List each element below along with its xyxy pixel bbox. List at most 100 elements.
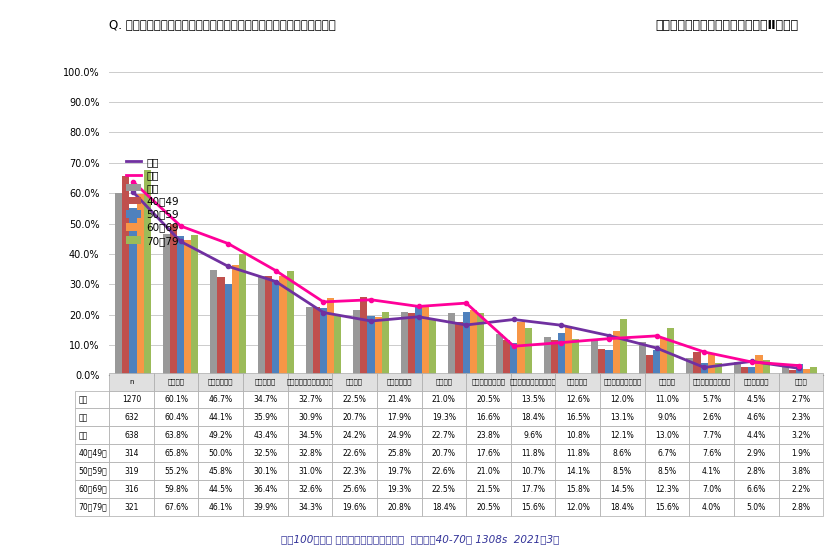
Bar [423, 307, 429, 375]
Bar [686, 358, 694, 375]
Bar [789, 370, 795, 375]
Bar [163, 233, 170, 375]
女性 [795, 362, 805, 369]
Bar [660, 338, 667, 375]
男性 [176, 238, 186, 245]
女性 [604, 335, 614, 342]
Bar [306, 307, 312, 375]
Bar [517, 322, 524, 375]
女性 [556, 339, 566, 346]
Bar [415, 307, 423, 375]
Bar [429, 320, 437, 375]
Bar [810, 367, 817, 375]
Bar [667, 328, 675, 375]
Bar [795, 364, 803, 375]
Text: Q. 新型コロナウィルス終息後は何をやりたいですか。（いくつでも）: Q. 新型コロナウィルス終息後は何をやりたいですか。（いくつでも） [109, 19, 336, 33]
男性 [366, 318, 376, 325]
Bar [734, 362, 741, 375]
Bar [496, 335, 503, 375]
男性 [461, 322, 471, 328]
男性 [509, 316, 519, 323]
Bar [408, 312, 415, 375]
Bar [353, 310, 360, 375]
Bar [694, 352, 701, 375]
Bar [312, 307, 320, 375]
Bar [558, 332, 565, 375]
Bar [638, 342, 646, 375]
男性 [223, 263, 234, 270]
女性 [699, 349, 709, 355]
Bar [510, 343, 517, 375]
Bar [646, 355, 653, 375]
Bar [184, 240, 192, 375]
男性 [556, 322, 566, 328]
女性 [413, 303, 423, 310]
Bar [715, 363, 722, 375]
Bar [701, 363, 708, 375]
Bar [144, 170, 151, 375]
Bar [360, 297, 367, 375]
Bar [755, 355, 763, 375]
Bar [763, 360, 769, 375]
Bar [129, 208, 137, 375]
女性 [509, 343, 519, 349]
Bar [524, 328, 532, 375]
Bar [334, 316, 341, 375]
男性 [699, 364, 709, 371]
Bar [503, 339, 510, 375]
Line: 女性: 女性 [131, 179, 801, 368]
女性 [270, 267, 281, 274]
女性 [461, 300, 471, 306]
Bar [367, 316, 375, 375]
男性 [128, 189, 138, 195]
Bar [620, 320, 627, 375]
女性 [128, 178, 138, 185]
Bar [123, 176, 129, 375]
Text: （未来ビジョン研究所」レポートⅡ再掲）: （未来ビジョン研究所」レポートⅡ再掲） [655, 19, 798, 33]
Bar [708, 354, 715, 375]
Bar [224, 284, 232, 375]
女性 [318, 299, 328, 305]
女性 [223, 240, 234, 247]
Bar [803, 369, 810, 375]
男性 [747, 358, 757, 365]
女性 [652, 332, 662, 339]
Bar [272, 281, 280, 375]
Bar [653, 349, 660, 375]
Bar [551, 339, 558, 375]
男性 [318, 309, 328, 316]
Bar [258, 276, 265, 375]
Bar [286, 271, 294, 375]
Bar [232, 265, 239, 375]
Bar [210, 270, 218, 375]
Bar [401, 311, 408, 375]
Bar [781, 367, 789, 375]
Bar [606, 349, 612, 375]
Bar [543, 337, 551, 375]
Bar [177, 236, 184, 375]
Bar [477, 313, 484, 375]
Bar [137, 194, 144, 375]
Bar [192, 235, 198, 375]
女性 [176, 222, 186, 229]
Bar [463, 311, 470, 375]
女性 [366, 296, 376, 303]
Bar [591, 339, 598, 375]
男性 [413, 314, 423, 320]
Bar [320, 307, 327, 375]
Bar [265, 276, 272, 375]
Bar [449, 313, 455, 375]
Bar [115, 193, 123, 375]
Bar [470, 310, 477, 375]
Text: 人生100年時代 未来ビジョン研究所調査  全国男女40-70代 1308s  2021年3月: 人生100年時代 未来ビジョン研究所調査 全国男女40-70代 1308s 20… [281, 534, 559, 544]
Bar [327, 298, 334, 375]
女性 [747, 359, 757, 365]
Line: 男性: 男性 [131, 190, 801, 370]
男性 [795, 365, 805, 371]
男性 [270, 278, 281, 285]
Bar [612, 331, 620, 375]
Bar [239, 254, 246, 375]
Bar [381, 312, 389, 375]
Bar [455, 322, 463, 375]
Bar [218, 277, 224, 375]
